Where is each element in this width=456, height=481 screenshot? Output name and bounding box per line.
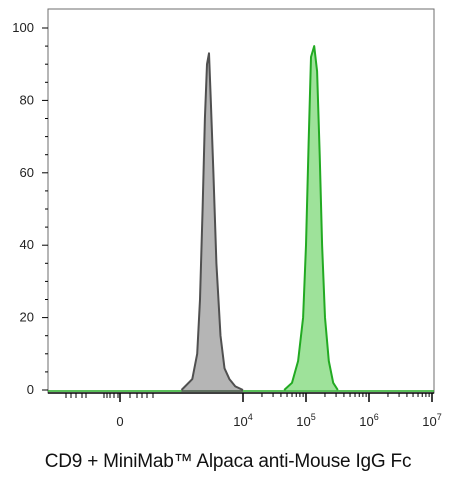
x-tick-label: 0	[116, 414, 123, 429]
plot-frame	[47, 8, 435, 394]
x-tick-label: 104	[233, 412, 252, 429]
y-tick-label: 0	[27, 382, 34, 397]
x-axis-label: CD9 + MiniMab™ Alpaca anti-Mouse IgG Fc	[44, 451, 412, 472]
y-tick-label: 60	[20, 165, 34, 180]
x-tick-label: 106	[359, 412, 378, 429]
y-tick-label: 20	[20, 310, 34, 325]
histogram-line-1	[180, 52, 244, 391]
histogram-area-1	[181, 53, 243, 391]
histogram-line-2	[283, 45, 339, 391]
y-tick-label: 40	[20, 237, 34, 252]
y-tick-label: 80	[20, 92, 34, 107]
histogram-area-2	[284, 46, 338, 390]
y-tick-label: 100	[12, 20, 34, 35]
x-tick-label: 107	[422, 412, 441, 429]
x-tick-label: 105	[296, 412, 315, 429]
